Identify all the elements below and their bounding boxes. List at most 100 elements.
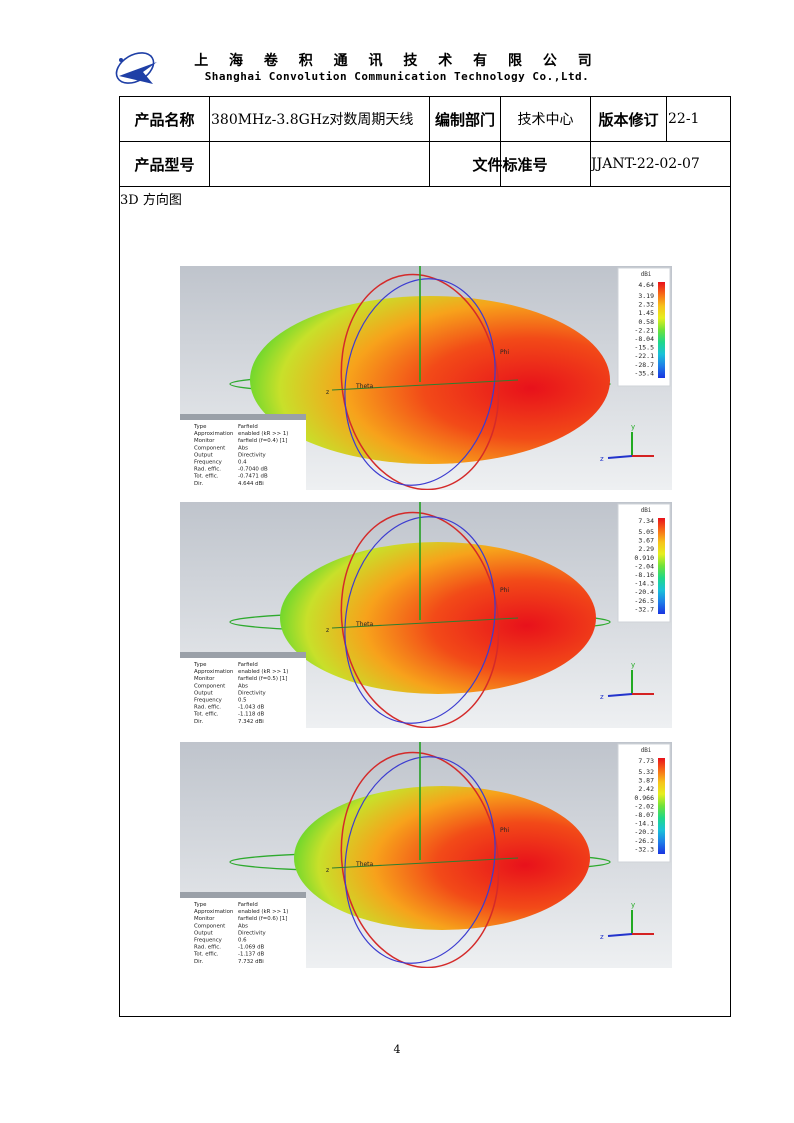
- axis-label-z: z: [326, 867, 329, 874]
- legend-tick-label: -35.4: [634, 369, 654, 377]
- page-number: 4: [393, 1043, 401, 1056]
- triad-label-z: z: [600, 933, 604, 941]
- theta-ring: [340, 511, 500, 728]
- triad-z-axis: [607, 455, 633, 459]
- legend-tick-label: 7.73: [638, 757, 654, 765]
- model-value: [211, 142, 429, 186]
- legend-tick-label: -14.1: [634, 820, 654, 828]
- info-value: Abs: [238, 683, 248, 689]
- legend-tick-label: 2.29: [638, 545, 654, 553]
- info-label: Output: [194, 930, 213, 936]
- legend-tick-label: -8.04: [634, 335, 654, 343]
- info-label: Monitor: [194, 916, 215, 922]
- info-value: farfield (f=0.4) [1]: [238, 438, 287, 444]
- legend-tick-label: -26.2: [634, 837, 654, 845]
- legend-tick-label: 0.58: [638, 318, 654, 326]
- axes-triad: yz: [600, 901, 654, 941]
- legend-tick-label: 3.87: [638, 777, 654, 785]
- info-label: Monitor: [194, 676, 215, 682]
- legend-tick-label: -2.21: [634, 326, 654, 334]
- doc-standard-value: JJANT-22-02-07: [591, 156, 700, 172]
- info-value: farfield (f=0.5) [1]: [238, 676, 287, 682]
- info-box-bg: [180, 652, 306, 728]
- info-value: Abs: [238, 923, 248, 929]
- farfield-panel-2: z Theta Phi dBi 7.34 5.05 3.67 2.29 0.910 -2.04 -8…: [180, 502, 672, 728]
- legend-tick-label: -14.3: [634, 580, 654, 588]
- info-value: enabled (kR >> 1): [238, 431, 288, 437]
- company-logo: [115, 52, 157, 84]
- dept-value: 技术中心: [517, 112, 574, 128]
- info-value: Directivity: [238, 452, 266, 458]
- legend-tick-label: 1.45: [638, 309, 654, 317]
- info-label: Rad. effic.: [194, 945, 221, 951]
- axis-label-phi: Phi: [500, 827, 509, 834]
- info-value: -1.043 dB: [238, 705, 265, 711]
- axis-label-theta: Theta: [355, 861, 374, 868]
- section-title: 3D 方向图: [120, 193, 182, 208]
- legend-tick-label: -2.04: [634, 562, 654, 570]
- horizontal-axis-line: [331, 617, 519, 629]
- info-label: Output: [194, 690, 213, 696]
- info-value: enabled (kR >> 1): [238, 669, 288, 675]
- info-box-titlebar: [180, 892, 306, 898]
- legend-color-bar: [658, 518, 665, 614]
- triad-label-z: z: [600, 693, 604, 701]
- axis-label-theta: Theta: [355, 383, 374, 390]
- info-value: enabled (kR >> 1): [238, 909, 288, 915]
- info-label: Tot. effic.: [193, 712, 219, 718]
- info-value: -1.118 dB: [238, 712, 265, 718]
- info-label: Frequency: [194, 460, 223, 466]
- info-label: Monitor: [194, 438, 215, 444]
- phi-ring: [344, 278, 496, 486]
- triad-label-y: y: [631, 661, 635, 669]
- horizontal-axis-line: [331, 857, 519, 869]
- info-value: Farfield: [238, 424, 258, 430]
- triad-label-z: z: [600, 455, 604, 463]
- radiation-pattern-beam: [250, 296, 610, 464]
- info-value: Farfield: [238, 902, 258, 908]
- info-value: 0.5: [238, 698, 247, 704]
- info-label: Rad. effic.: [194, 467, 221, 473]
- info-label: Approximation: [194, 669, 233, 675]
- legend-unit: dBi: [641, 747, 652, 754]
- info-label: Frequency: [194, 938, 223, 944]
- legend-color-bar: [658, 282, 665, 378]
- axis-label-theta: Theta: [355, 621, 374, 628]
- dept-label: 编制部门: [434, 110, 495, 129]
- farfield-info-box: Type Farfield Approximation enabled (kR >> …: [180, 652, 306, 728]
- info-value: -1.137 dB: [238, 952, 265, 958]
- info-box-titlebar: [180, 652, 306, 658]
- info-value: 0.4: [238, 460, 247, 466]
- farfield-info-box: Type Farfield Approximation enabled (kR >> …: [180, 892, 306, 968]
- axis-label-z: z: [326, 389, 329, 396]
- legend-tick-label: -8.07: [634, 811, 654, 819]
- info-box-titlebar: [180, 414, 306, 420]
- info-label: Component: [194, 683, 225, 689]
- company-name-en: Shanghai Convolution Communication Techn…: [204, 70, 590, 83]
- farfield-panel-1: z Theta Phi dBi 4.64 3.19 2.32 1.45 0.58 -2.21 -8.…: [180, 266, 672, 490]
- triad-label-y: y: [631, 423, 635, 431]
- axes-triad: yz: [600, 661, 654, 701]
- legend-tick-label: -22.1: [634, 352, 654, 360]
- farfield-info-box: Type Farfield Approximation enabled (kR >> …: [180, 414, 306, 490]
- legend-color-bar: [658, 758, 665, 854]
- legend-tick-label: -28.7: [634, 361, 654, 369]
- legend-tick-label: 4.64: [638, 281, 654, 289]
- legend-tick-label: -2.02: [634, 802, 654, 810]
- legend-tick-label: 5.05: [638, 528, 654, 536]
- legend-tick-label: 0.966: [634, 794, 654, 802]
- info-value: Directivity: [238, 690, 266, 696]
- legend-tick-label: -20.4: [634, 588, 654, 596]
- revision-value: 22-1: [668, 111, 700, 127]
- info-box-bg: [180, 414, 306, 490]
- info-value: 0.6: [238, 938, 247, 944]
- info-label: Frequency: [194, 698, 223, 704]
- product-name-value: 380MHz-3.8GHz对数周期天线: [211, 112, 414, 128]
- legend-tick-label: 5.32: [638, 768, 654, 776]
- legend-tick-label: 2.42: [638, 785, 654, 793]
- radiation-pattern-beam: [280, 542, 596, 694]
- doc-standard-label: 文件标准号: [472, 155, 548, 174]
- info-value: Farfield: [238, 662, 258, 668]
- legend-tick-label: -32.7: [634, 605, 654, 613]
- info-value: -0.7471 dB: [238, 474, 268, 480]
